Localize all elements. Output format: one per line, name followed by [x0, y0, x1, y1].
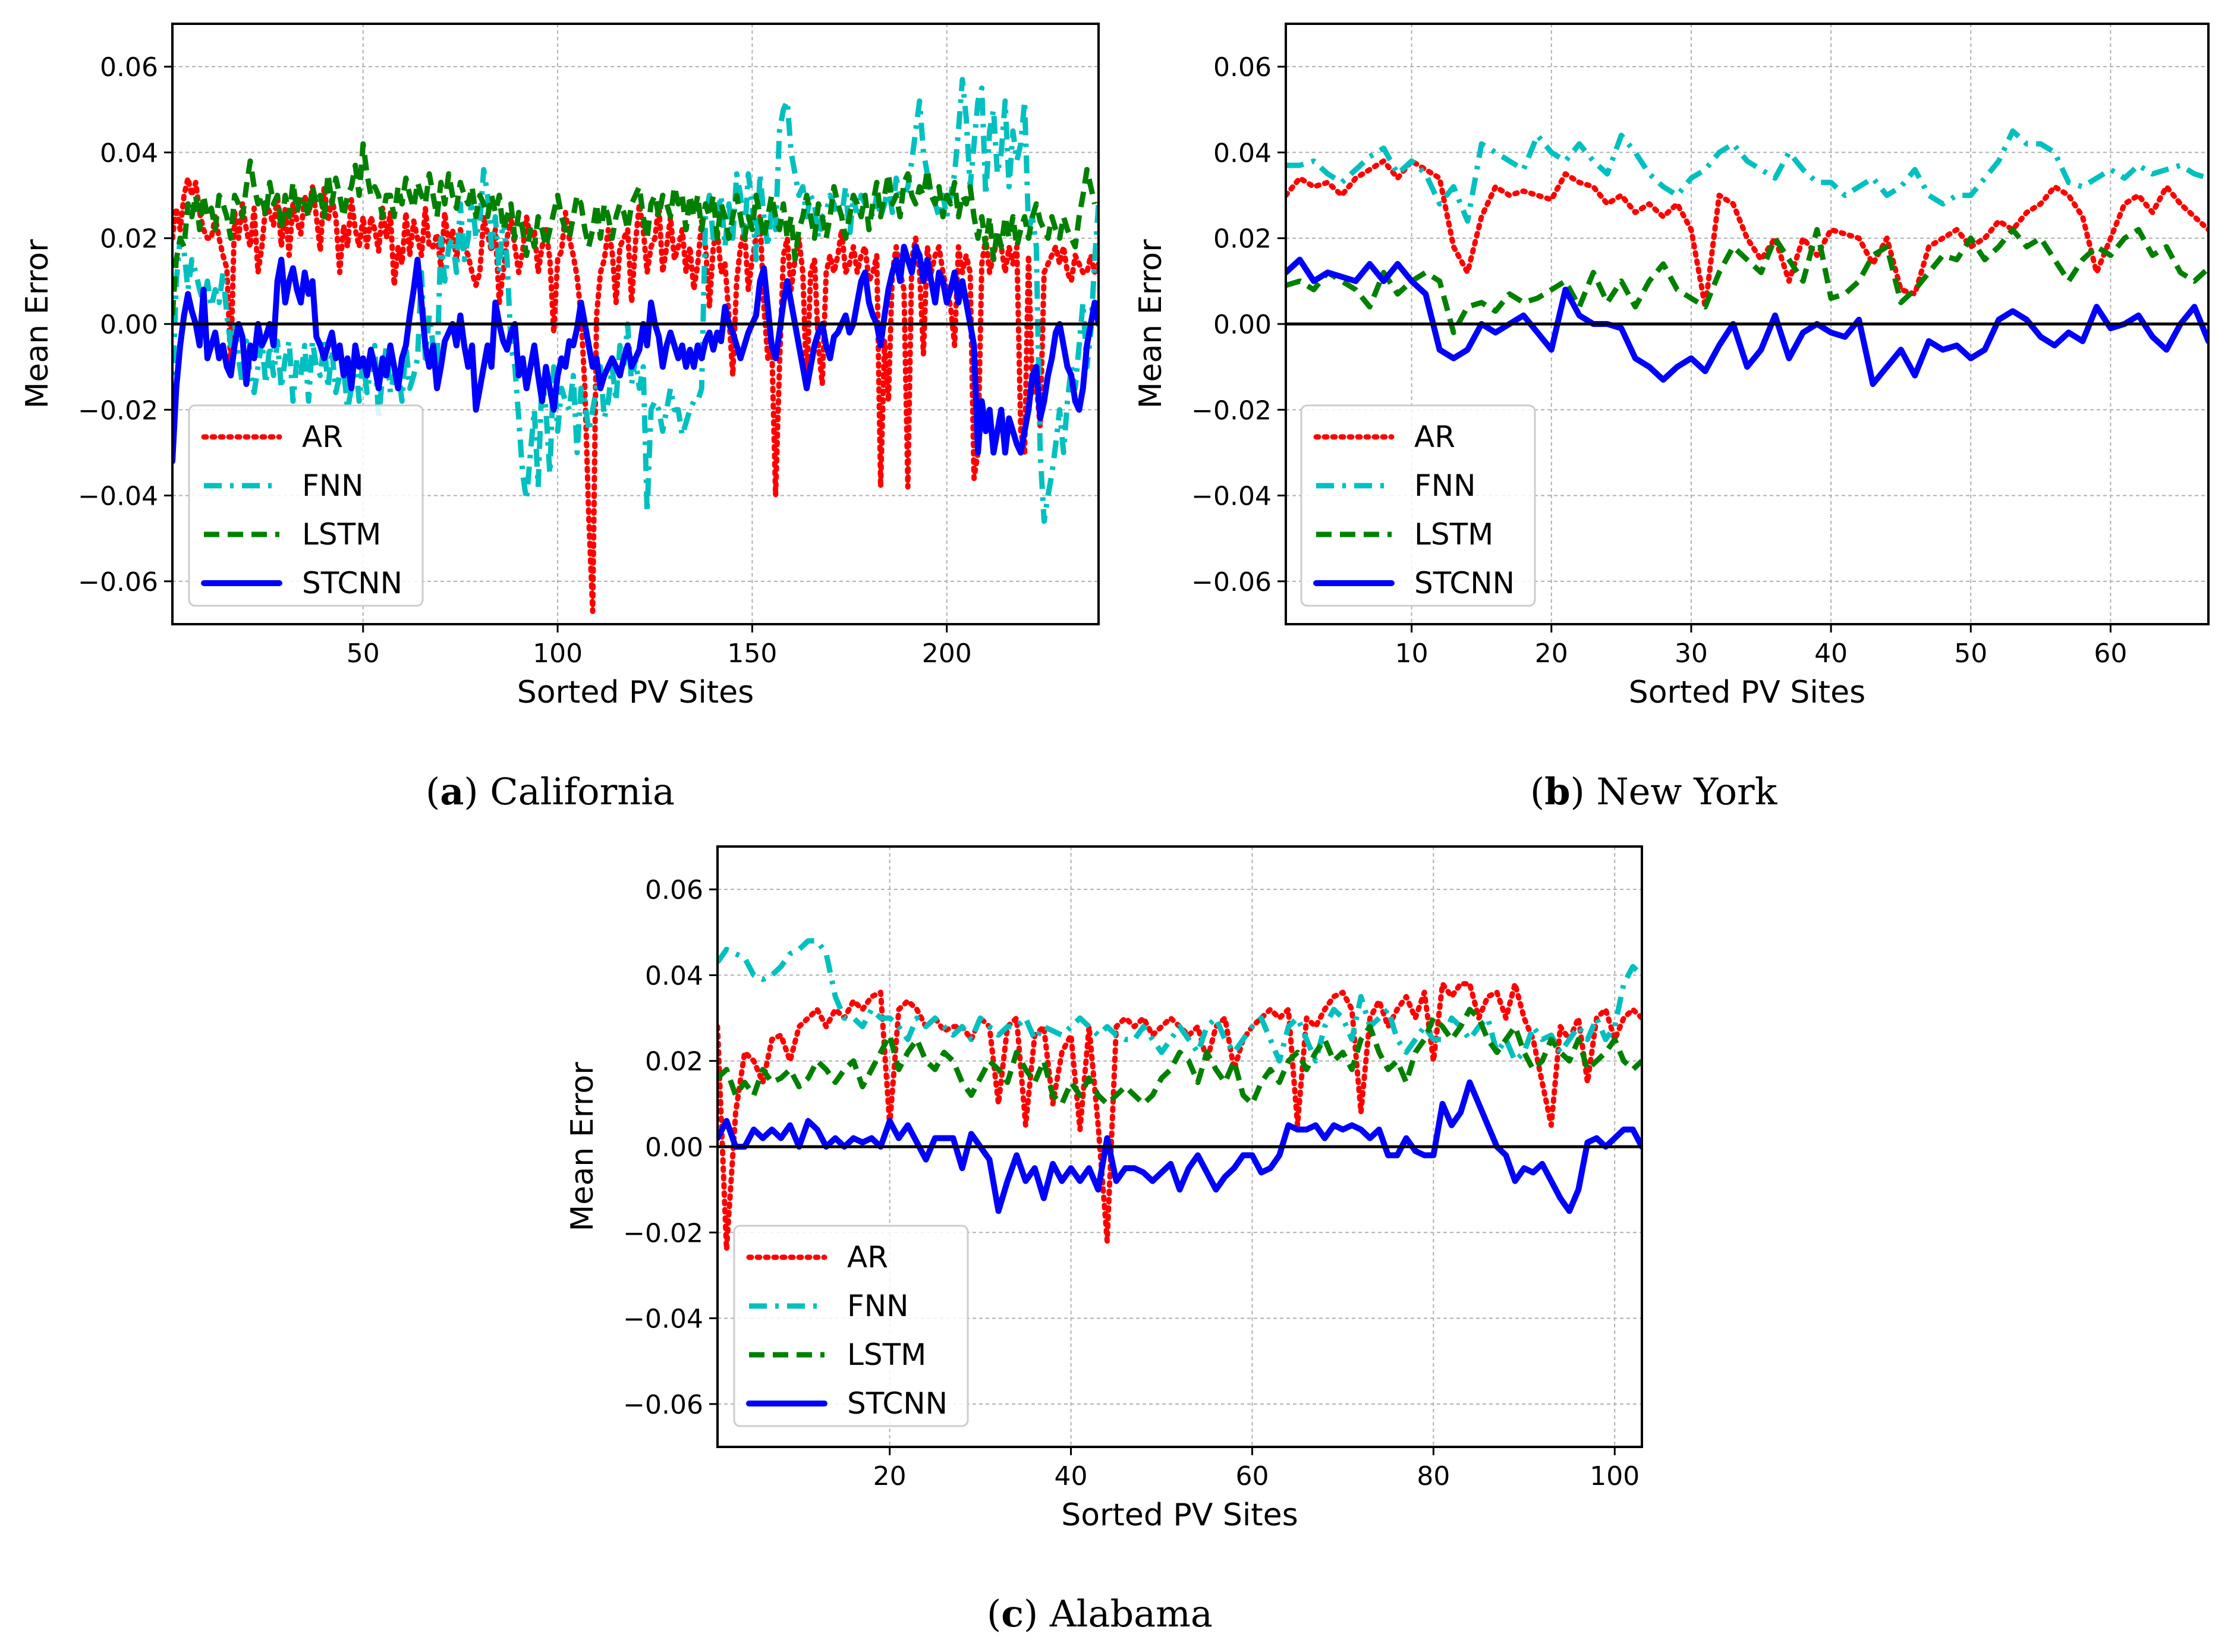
legend-label-lstm: LSTM [1414, 517, 1493, 552]
x-tick-label: 50 [1954, 638, 1987, 669]
series-line-ar [1286, 158, 2208, 310]
chart-panel-new-york: 10 20 30 40 50 60 −0.06 −0.04 −0.02 0.00 0.02 0.04 0… [1133, 23, 2210, 710]
series-line-lstm [1286, 226, 2208, 335]
series-group [172, 77, 1099, 614]
x-tick-label: 30 [1675, 638, 1708, 669]
series-line-fnn [1286, 128, 2208, 224]
x-axis-label: Sorted PV Sites [1061, 1497, 1298, 1533]
legend-label-fnn: FNN [847, 1289, 909, 1323]
y-tick-label: −0.04 [623, 1304, 703, 1335]
x-tick-label: 20 [1535, 638, 1568, 669]
caption-new-york: (b) New York [1530, 770, 1777, 813]
x-tick-label: 40 [1055, 1461, 1088, 1491]
y-tick-label: −0.06 [78, 567, 158, 597]
x-tick-label: 80 [1417, 1461, 1450, 1491]
chart-panel-alabama: 20 40 60 80 100 −0.06 −0.04 −0.02 0.00 0.02 0.04 0.… [565, 845, 1643, 1533]
y-tick-label: 0.00 [1213, 310, 1272, 340]
y-axis-label: Mean Error [1133, 239, 1169, 409]
legend-label-ar: AR [302, 420, 343, 454]
x-tick-label: 200 [922, 638, 972, 669]
legend: AR FNN LSTM STCNN [733, 1225, 969, 1427]
legend-label-fnn: FNN [1414, 468, 1476, 503]
x-tick-label: 100 [1590, 1461, 1640, 1491]
y-tick-label: 0.00 [645, 1132, 703, 1163]
y-tick-label: −0.04 [78, 482, 158, 512]
y-tick-label: −0.06 [623, 1390, 703, 1420]
y-tick-label: 0.00 [100, 310, 158, 340]
x-tick-label: 50 [347, 638, 380, 669]
x-tick-label: 60 [2094, 638, 2127, 669]
caption-alabama: (c) Alabama [987, 1592, 1213, 1635]
y-tick-label: 0.06 [645, 875, 703, 905]
y-tick-label: −0.02 [623, 1218, 703, 1248]
y-axis-label: Mean Error [565, 1062, 600, 1232]
x-tick-label: 40 [1814, 638, 1848, 669]
legend-label-lstm: LSTM [847, 1338, 926, 1372]
x-tick-label: 150 [727, 638, 777, 669]
legend: AR FNN LSTM STCNN [188, 404, 424, 607]
y-tick-label: 0.04 [1213, 138, 1272, 168]
y-tick-label: −0.04 [1191, 482, 1272, 512]
y-tick-label: 0.04 [100, 138, 158, 168]
x-axis-label: Sorted PV Sites [1629, 675, 1866, 710]
series-group [1286, 128, 2208, 387]
y-tick-label: −0.02 [78, 395, 158, 426]
x-tick-label: 10 [1395, 638, 1428, 669]
legend-label-lstm: LSTM [302, 517, 381, 552]
y-tick-label: 0.02 [100, 224, 158, 254]
series-line-lstm [718, 1006, 1642, 1107]
y-tick-label: −0.06 [1191, 567, 1272, 597]
x-tick-label: 20 [873, 1461, 907, 1491]
y-tick-label: 0.02 [645, 1047, 703, 1077]
y-tick-label: −0.02 [1191, 395, 1272, 426]
series-line-fnn [718, 938, 1642, 1064]
x-tick-label: 60 [1235, 1461, 1269, 1491]
legend-box [733, 1225, 969, 1427]
series-line-stcnn [172, 244, 1099, 464]
legend-label-fnn: FNN [302, 468, 364, 503]
y-tick-label: 0.04 [645, 961, 703, 991]
y-tick-label: 0.06 [1213, 52, 1272, 83]
legend-label-stcnn: STCNN [847, 1386, 948, 1421]
series-line-fnn [172, 77, 1099, 524]
legend-label-ar: AR [1414, 420, 1455, 454]
y-tick-label: 0.02 [1213, 224, 1272, 254]
legend-box [1300, 404, 1536, 607]
x-axis-label: Sorted PV Sites [517, 675, 754, 710]
y-axis-label: Mean Error [20, 239, 55, 409]
series-line-lstm [172, 141, 1097, 316]
series-line-stcnn [718, 1079, 1642, 1214]
series-line-ar [172, 175, 1099, 614]
series-group [718, 938, 1642, 1253]
y-tick-label: 0.06 [100, 52, 158, 83]
caption-california: (a) California [426, 770, 675, 813]
legend-label-stcnn: STCNN [1414, 566, 1515, 600]
legend: AR FNN LSTM STCNN [1300, 404, 1536, 607]
x-tick-label: 100 [533, 638, 583, 669]
series-line-stcnn [1286, 256, 2208, 387]
legend-label-ar: AR [847, 1240, 888, 1275]
chart-panel-california: 50 100 150 200 −0.06 −0.04 −0.02 0.00 0.02 0.04 0.… [20, 23, 1100, 710]
legend-box [188, 404, 424, 607]
legend-label-stcnn: STCNN [302, 566, 402, 600]
